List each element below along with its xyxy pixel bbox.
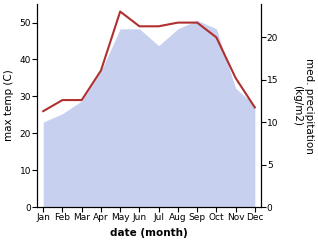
- Y-axis label: max temp (C): max temp (C): [4, 70, 14, 142]
- X-axis label: date (month): date (month): [110, 228, 188, 238]
- Y-axis label: med. precipitation
(kg/m2): med. precipitation (kg/m2): [292, 58, 314, 153]
